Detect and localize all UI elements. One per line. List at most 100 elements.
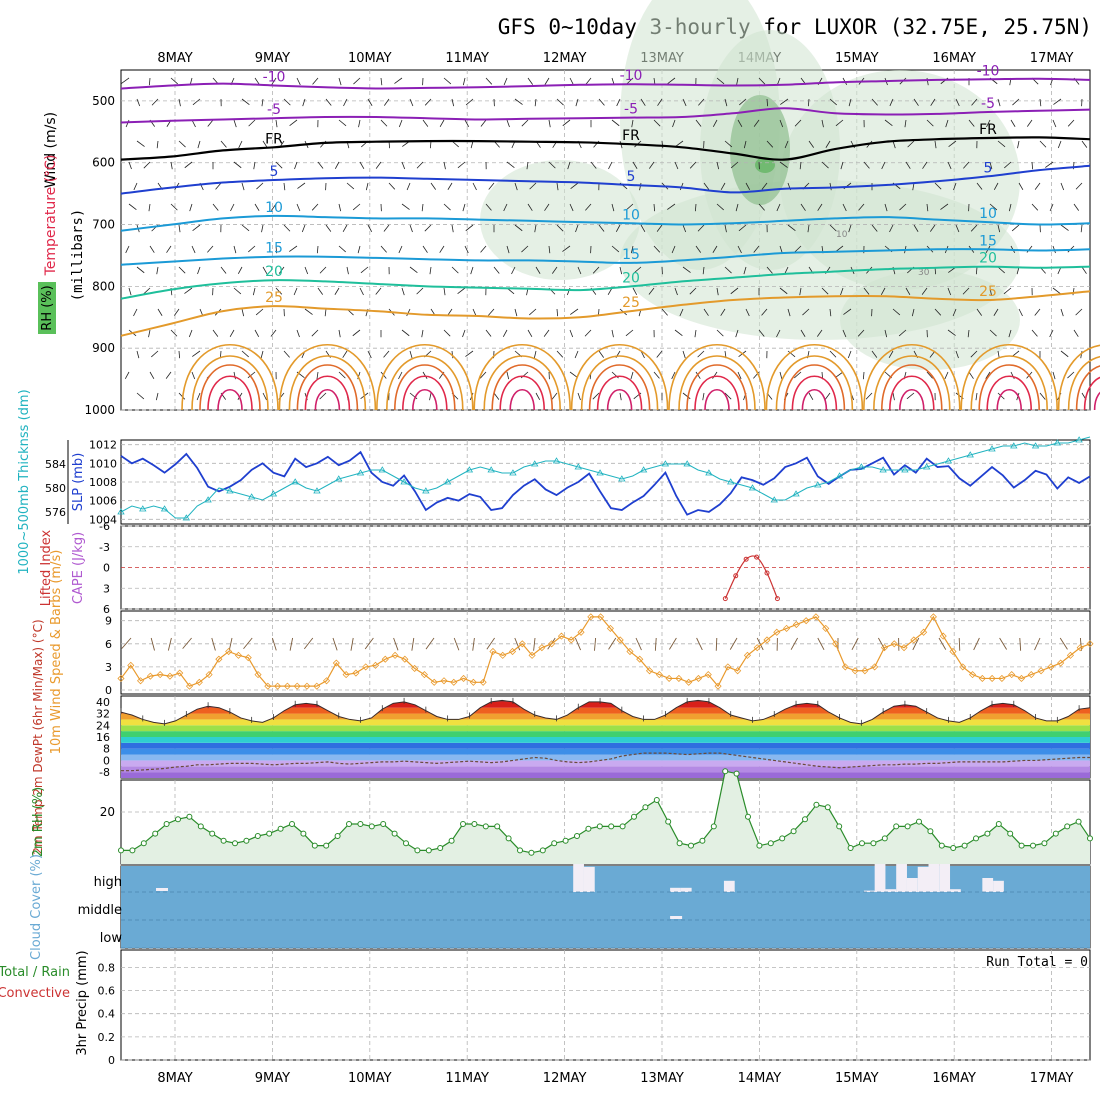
thickness-marker [335, 475, 343, 482]
rh-shade-area [840, 270, 1020, 370]
isotherm-label: -5 [624, 102, 638, 118]
wind-barb [934, 182, 942, 190]
rh2m-marker [665, 818, 672, 825]
wind-barb [275, 245, 278, 254]
run-total-label: Run Total = 0 [986, 955, 1088, 970]
rh2m-marker [642, 804, 649, 811]
rh2m-marker [824, 804, 831, 811]
y-label-millibars: (millibars) [70, 209, 86, 302]
wind-barb [730, 287, 739, 295]
wind-barb [409, 266, 418, 273]
wind-barb [252, 287, 256, 296]
wind-barb [207, 119, 214, 127]
temp-contour-cell [412, 389, 438, 411]
wind-barb [480, 119, 487, 127]
wind10-marker [215, 655, 223, 663]
temp-contour-cell [217, 389, 243, 411]
wind-barb [535, 266, 541, 274]
wind-barb [794, 245, 802, 253]
wind-barb [656, 224, 663, 232]
wind-barb [421, 329, 424, 338]
wind10-marker [440, 677, 448, 685]
wind-barb [689, 161, 697, 169]
wind-barb [548, 245, 551, 254]
x-date-top: 10MAY [348, 51, 392, 66]
wind-barb [640, 224, 646, 233]
wind-barb [197, 140, 201, 149]
wind10-barb [150, 637, 155, 651]
wind-barb [799, 287, 802, 296]
wind-barb [780, 98, 789, 105]
wind-barb [296, 77, 301, 86]
wind-barb [808, 140, 815, 148]
wind10-barb [211, 637, 216, 651]
wind-barb [703, 308, 709, 316]
wind-barb [585, 203, 592, 211]
wind-barb [679, 308, 684, 317]
wind-barb [653, 245, 661, 253]
isotherm-label: 5 [270, 164, 279, 180]
rh2m-marker [266, 830, 273, 837]
wind-barb [409, 392, 418, 400]
rh2m-marker [528, 849, 535, 856]
wind-barb [1073, 329, 1079, 337]
rh2m-marker [232, 840, 238, 847]
wind10-barb [669, 637, 677, 650]
wind-barb [817, 203, 823, 211]
wind-barb [136, 392, 145, 400]
wind-barb [316, 371, 319, 380]
wind-barb [556, 308, 559, 317]
wind10-barb [912, 637, 920, 651]
y-tick-pressure: 700 [92, 218, 115, 232]
wind-barb [631, 119, 634, 128]
wind-barb [529, 182, 537, 190]
wind-barb [993, 182, 999, 191]
thickness-marker [139, 505, 147, 512]
wind-barb [986, 119, 991, 128]
wind-barb [758, 203, 765, 211]
wind-barb [702, 392, 705, 401]
wind10-marker [528, 651, 536, 659]
wind-barb [149, 371, 155, 380]
y-tick-thickness: 580 [45, 482, 66, 495]
y-tick-pressure: 1000 [84, 403, 115, 417]
y-tick-thickness: 584 [45, 458, 66, 471]
rh2m-marker [1087, 835, 1093, 842]
wind-barb [430, 182, 437, 190]
rh2m-marker [938, 842, 945, 849]
temp-contour-cell [765, 344, 864, 411]
wind-barb [926, 371, 933, 379]
rh2m-marker [300, 830, 307, 837]
thickness-marker [835, 472, 844, 479]
wind10-barb [393, 637, 399, 651]
y-tick-temp: 32 [96, 708, 110, 721]
rh2m-marker [551, 840, 558, 847]
wind-barb [192, 350, 201, 357]
wind-barb [630, 371, 634, 380]
wind-barb [191, 371, 196, 380]
wind-barb [270, 203, 277, 211]
wind-barb [574, 350, 579, 359]
wind-barb [671, 245, 676, 254]
temp-contour-cell [970, 355, 1048, 411]
wind-barb [334, 287, 340, 295]
wind-barb [241, 350, 249, 358]
wind-barb [255, 308, 264, 316]
wind10-barb [817, 637, 825, 650]
wind-barb [1018, 182, 1024, 191]
wind-barb [720, 182, 726, 191]
thickness-marker [857, 463, 866, 470]
x-date-bottom: 9MAY [255, 1071, 290, 1086]
wind-barb [338, 245, 346, 253]
isotherm-label: 5 [627, 169, 636, 185]
temp-contour-cell [499, 375, 545, 411]
wind-barb [220, 266, 227, 274]
wind-barb [271, 77, 277, 85]
wind-barb [598, 350, 605, 358]
wind-barb [577, 392, 581, 401]
wind-barb [800, 329, 806, 337]
wind-barb [703, 182, 710, 190]
thickness-marker [117, 508, 125, 515]
wind-barb [136, 266, 145, 274]
wind-barb [598, 98, 605, 106]
